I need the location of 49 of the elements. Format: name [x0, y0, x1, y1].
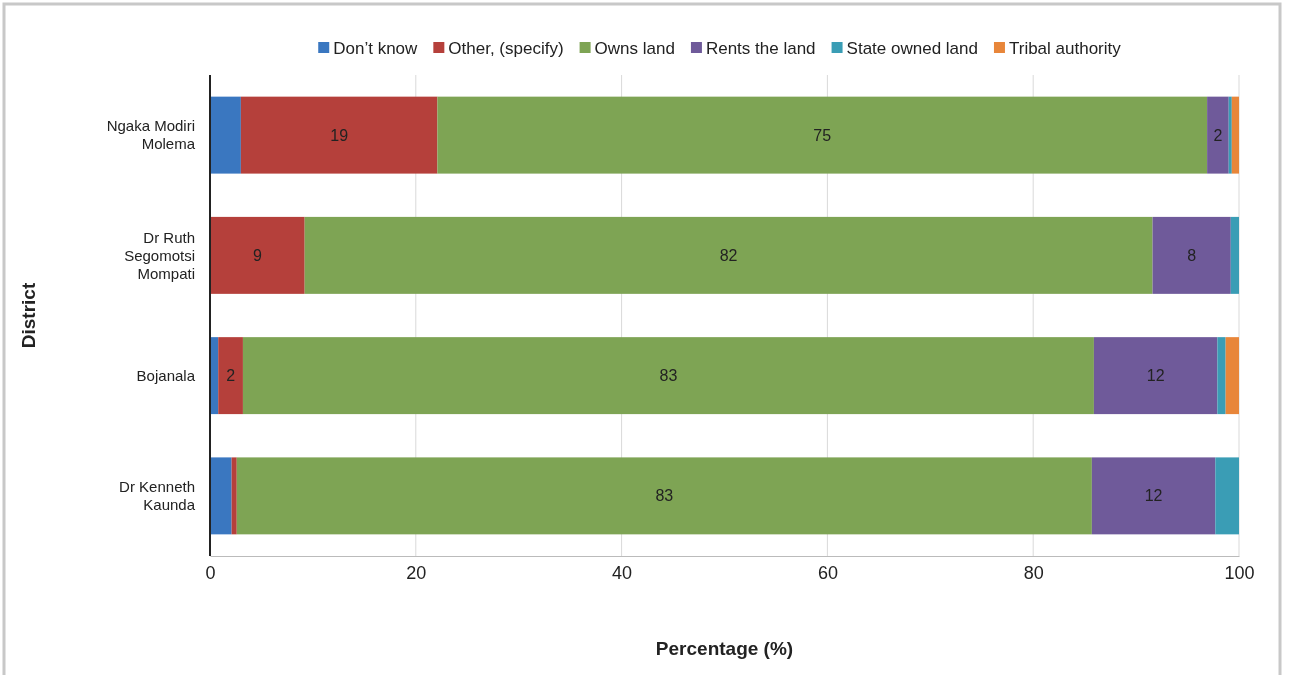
x-tick-label: 60 [817, 562, 838, 583]
bar [1215, 457, 1239, 535]
legend-label: Rents the land [705, 38, 816, 58]
data-label: 82 [719, 246, 738, 264]
data-label: 9 [252, 246, 262, 264]
bar [236, 457, 1092, 535]
bar [210, 96, 241, 174]
y-tick-label: Bojanala [136, 366, 196, 384]
x-tick-label: 40 [612, 562, 633, 583]
data-label: 19 [330, 126, 349, 144]
bar [1093, 337, 1218, 415]
bar [1228, 96, 1232, 174]
bar [1225, 337, 1239, 415]
data-label: 75 [813, 126, 832, 144]
y-tick-label: Ngaka Modiri Molema [106, 117, 196, 153]
data-label: 83 [655, 487, 674, 505]
legend-label: Tribal authority [1008, 38, 1122, 58]
bar [218, 337, 243, 415]
y-tick-label: Dr Ruth Segomotsi Mompati [124, 228, 195, 282]
bar [304, 216, 1153, 294]
bar [242, 337, 1094, 415]
bar [210, 216, 305, 294]
x-tick-label: 0 [205, 562, 216, 583]
data-label: 2 [1213, 126, 1223, 144]
x-axis-title: Percentage (%) [655, 638, 794, 659]
data-label: 8 [1187, 246, 1197, 264]
y-tick-label: Dr Kenneth Kaunda [119, 478, 196, 514]
bar [240, 96, 438, 174]
bar [1091, 457, 1216, 535]
y-axis-title: District [18, 282, 39, 349]
legend-label: Owns land [594, 38, 675, 58]
data-label: 12 [1144, 487, 1163, 505]
data-label: 83 [659, 367, 678, 385]
bar [1207, 96, 1229, 174]
bar [1217, 337, 1226, 415]
bar [1152, 216, 1231, 294]
bar [1230, 216, 1239, 294]
bar [437, 96, 1208, 174]
bar [210, 457, 232, 535]
data-label: 12 [1146, 367, 1165, 385]
legend-label: Don’t know [333, 38, 419, 58]
x-tick-label: 20 [406, 562, 427, 583]
x-tick-label: 100 [1224, 562, 1255, 583]
bar [1231, 96, 1239, 174]
data-label: 2 [226, 367, 236, 385]
x-tick-label: 80 [1023, 562, 1044, 583]
bar [231, 457, 237, 535]
legend-label: State owned land [846, 38, 978, 58]
legend-label: Other, (specify) [448, 38, 564, 58]
